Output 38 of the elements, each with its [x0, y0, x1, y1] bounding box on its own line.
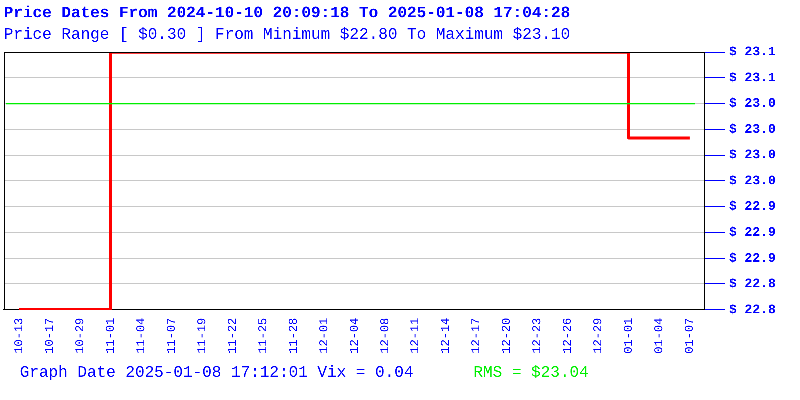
y-tick-label: $ 22.9	[729, 250, 776, 266]
x-tick-label: 12-04	[348, 318, 362, 354]
chart-title: Price Dates From 2024-10-10 20:09:18 To 2025-01-08 17:04:28	[4, 4, 570, 23]
y-tick-label: $ 22.9	[729, 199, 776, 214]
x-tick-label: 12-08	[378, 318, 392, 354]
x-tick-label: 12-26	[561, 318, 576, 354]
x-tick-label: 11-19	[195, 318, 210, 354]
x-tick-label: 12-20	[500, 318, 514, 354]
x-tick-label: 12-23	[530, 318, 545, 354]
ref-line-label: RMS = $23.04	[474, 364, 589, 382]
x-tick-label: 01-07	[683, 318, 698, 354]
x-tick-label: 01-01	[622, 318, 636, 354]
x-tick-label: 11-04	[134, 318, 148, 354]
x-tick-label: 12-29	[592, 318, 606, 354]
y-tick-label: $ 23.0	[729, 173, 776, 188]
x-tick-label: 10-17	[42, 318, 57, 354]
y-tick-label: $ 23.0	[729, 122, 776, 137]
x-tick-label: 11-25	[256, 318, 270, 354]
y-tick-label: $ 23.0	[729, 148, 776, 163]
x-tick-label: 12-14	[439, 318, 454, 354]
y-tick-label: $ 23.1	[729, 44, 776, 60]
x-tick-label: 10-13	[12, 318, 26, 354]
text: Graph Date 2025-01-08 17:12:01 Vix = 0.04	[20, 364, 414, 382]
x-tick-label: 11-22	[226, 318, 240, 354]
y-tick-label: $ 23.0	[729, 96, 776, 112]
x-tick-label: 11-01	[104, 318, 118, 354]
x-tick-label: 12-11	[408, 318, 423, 354]
y-tick-label: $ 23.1	[729, 70, 776, 86]
y-tick-label: $ 22.9	[729, 224, 776, 240]
x-tick-label: 11-07	[164, 318, 179, 354]
x-tick-label: 12-17	[470, 318, 484, 354]
x-tick-label: 12-01	[317, 318, 332, 354]
x-tick-label: 11-28	[286, 318, 301, 354]
x-tick-label: 10-29	[73, 318, 88, 354]
y-tick-label: $ 22.8	[729, 276, 776, 292]
y-tick-label: $ 22.8	[729, 302, 776, 318]
x-tick-label: 01-04	[652, 318, 667, 354]
chart-subtitle: Price Range [ $0.30 ] From Minimum $22.80 To Maximum $23.10	[4, 26, 570, 44]
